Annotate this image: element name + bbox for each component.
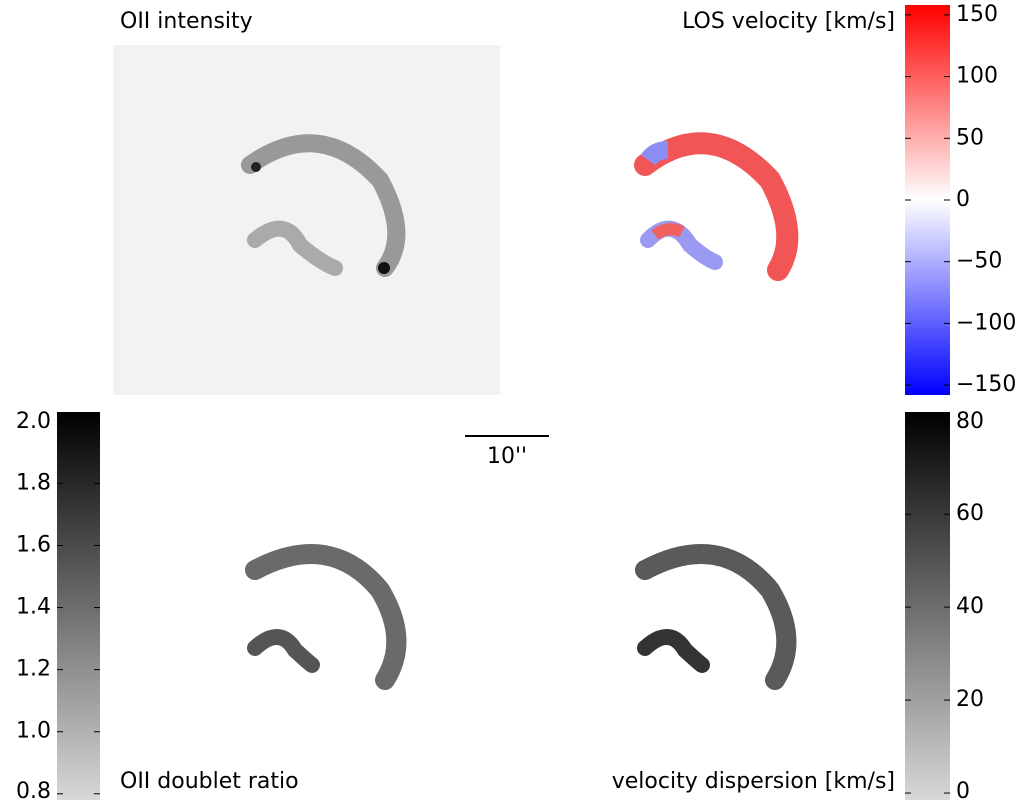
colorbar: [57, 412, 100, 800]
blob: [247, 629, 320, 673]
colorbar-tick-label: 1.4: [16, 595, 51, 620]
blob: [247, 220, 343, 276]
colorbar-tick-label: 40: [956, 594, 984, 619]
blob: [637, 629, 710, 673]
colorbar: [905, 412, 950, 800]
ring: [241, 134, 406, 277]
colorbar-tick-label: 20: [956, 687, 984, 712]
panel-title: OII intensity: [120, 9, 253, 34]
colorbar-tick-label: 1.8: [16, 470, 51, 495]
colorbar: [905, 5, 950, 395]
blob-red: [651, 223, 685, 240]
colorbar-tick-label: −150: [956, 372, 1016, 397]
colorbar-tick-label: 1.2: [16, 657, 51, 682]
colorbar-tick-label: 0.8: [16, 779, 51, 804]
colorbar-tick-label: 2.0: [16, 409, 51, 434]
colorbar-tick-label: 80: [956, 409, 984, 434]
colorbar-tick-label: 150: [956, 2, 998, 27]
panel-title: velocity dispersion [km/s]: [612, 769, 895, 794]
colorbar-tick-label: 0: [956, 779, 970, 804]
ring-blue: [640, 141, 669, 166]
colorbar-tick-label: 1.0: [16, 719, 51, 744]
colorbar-tick-label: 0: [956, 187, 970, 212]
colorbar-tick-label: 60: [956, 501, 984, 526]
colorbar-tick-label: 1.6: [16, 532, 51, 557]
intensity-map: [113, 45, 500, 395]
knot: [251, 162, 261, 172]
colorbar-tick-label: −50: [956, 249, 1002, 274]
knot: [378, 262, 390, 274]
panel-title: LOS velocity [km/s]: [682, 9, 895, 34]
ring: [245, 544, 407, 690]
scale-bar-label: 10'': [487, 444, 527, 469]
panel-title: OII doublet ratio: [120, 769, 299, 794]
colorbar-tick-label: 50: [956, 125, 984, 150]
colorbar-tick-label: 100: [956, 64, 998, 89]
ring: [634, 132, 799, 281]
ring: [635, 544, 797, 690]
colorbar-tick-label: −100: [956, 310, 1016, 335]
